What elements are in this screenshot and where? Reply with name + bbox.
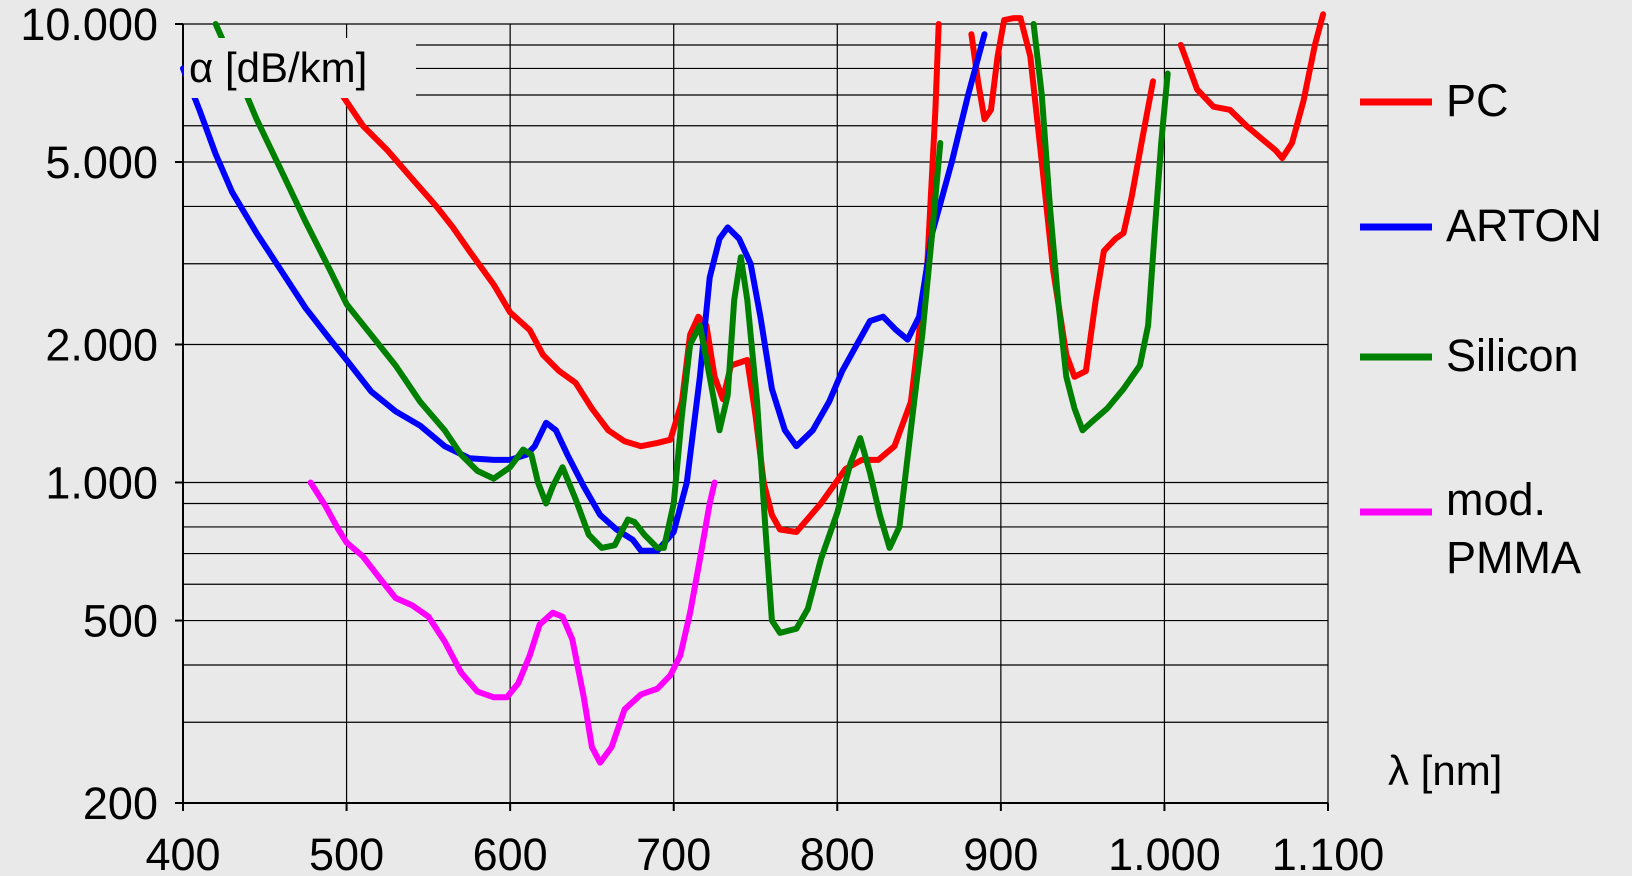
- x-tick-label: 900: [963, 829, 1038, 876]
- x-tick-label: 400: [145, 829, 220, 876]
- x-tick-label: 1.000: [1108, 829, 1221, 876]
- y-axis-label-group: α [dB/km]: [184, 38, 416, 98]
- y-tick-label: 200: [83, 778, 158, 829]
- legend-label-pc: PC: [1446, 75, 1509, 126]
- y-tick-label: 2.000: [45, 319, 158, 370]
- x-tick-label: 700: [636, 829, 711, 876]
- x-tick-label: 1.100: [1272, 829, 1385, 876]
- y-tick-label: 10.000: [20, 0, 158, 50]
- x-axis-label: λ [nm]: [1388, 747, 1502, 794]
- y-tick-label: 500: [83, 596, 158, 647]
- legend-label-pmma-line1: mod.: [1446, 474, 1546, 525]
- legend-label-arton: ARTON: [1446, 200, 1602, 251]
- y-axis-label: α [dB/km]: [189, 44, 367, 91]
- x-tick-label: 500: [309, 829, 384, 876]
- x-tick-label: 800: [800, 829, 875, 876]
- y-tick-label: 5.000: [45, 137, 158, 188]
- legend-label-silicon: Silicon: [1446, 330, 1579, 381]
- x-tick-label: 600: [473, 829, 548, 876]
- y-tick-label: 1.000: [45, 458, 158, 509]
- legend-label-pmma-line2: PMMA: [1446, 532, 1581, 583]
